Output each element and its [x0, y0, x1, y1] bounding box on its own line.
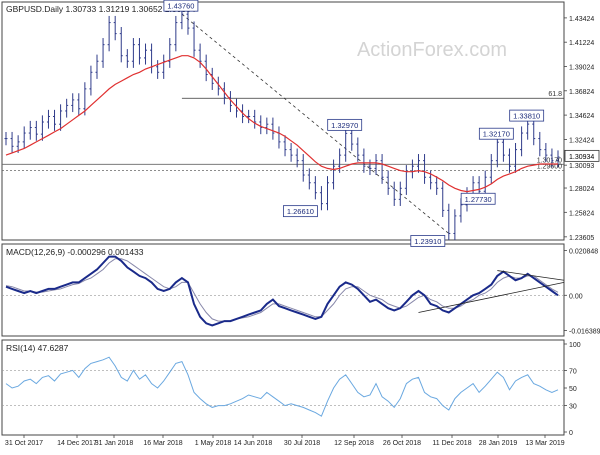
rsi-y-tick-label: 50 — [569, 386, 577, 393]
x-axis-tick-label: 28 Jan 2019 — [479, 440, 518, 447]
macd-line — [5, 255, 559, 327]
x-axis-tick-label: 26 Oct 2018 — [383, 440, 421, 447]
price-annotation-label: 1.32170 — [483, 130, 510, 139]
macd-layer — [2, 255, 565, 327]
x-axis-tick-label: 31 Jan 2018 — [95, 440, 134, 447]
current-price-box — [564, 149, 600, 162]
rsi-title: RSI(14) 47.6287 — [6, 343, 69, 353]
price-y-tick-label: 1.34624 — [569, 113, 594, 120]
macd-trendline-lower — [418, 282, 565, 313]
price-annotation-label: 1.27730 — [465, 195, 492, 204]
price-annotation-label: 1.43760 — [167, 2, 194, 11]
price-y-tick-label: 1.23605 — [569, 235, 594, 242]
price-annotation-label: 1.26610 — [287, 207, 314, 216]
rsi-panel — [1, 339, 565, 436]
moving-average-line — [5, 55, 558, 193]
price-annotation-box — [478, 127, 514, 140]
rsi-layer — [2, 356, 564, 417]
price-annotation-box — [509, 109, 545, 122]
x-axis-tick-label: 14 Jun 2018 — [234, 440, 273, 447]
price-annotation-box — [460, 192, 496, 205]
price-y-tick-label: 1.28024 — [569, 186, 594, 193]
rsi-y-tick-label: 70 — [569, 368, 577, 375]
price-y-tick-label: 1.30093 — [569, 163, 594, 170]
x-axis-tick-label: 13 Mar 2019 — [525, 440, 564, 447]
price-annotation-label: 1.32970 — [331, 121, 358, 130]
chart-header: GBPUSD.Daily 1.30733 1.31219 1.30652 1.3… — [6, 4, 196, 14]
price-annotation-box — [327, 118, 363, 131]
x-axis-tick-label: 31 Oct 2017 — [5, 440, 43, 447]
price-level-label: 1.29600 — [537, 164, 562, 171]
macd-y-tick-label: 0.00 — [569, 293, 583, 300]
macd-panel — [1, 243, 565, 337]
rsi-y-tick-label: 0 — [569, 430, 573, 437]
price-y-tick-label: 1.32424 — [569, 137, 594, 144]
price-level-label: 1.30170 — [537, 157, 562, 164]
macd-y-tick-label: -0.016389 — [569, 329, 600, 336]
x-axis-tick-label: 11 Dec 2018 — [432, 440, 471, 447]
price-y-tick-label: 1.39024 — [569, 64, 594, 71]
price-y-tick-label: 1.36824 — [569, 89, 594, 96]
current-price-label: 1.30934 — [569, 154, 594, 161]
price-y-tick-label: 1.25824 — [569, 210, 594, 217]
price-annotation-box — [163, 0, 199, 12]
x-axis-tick-label: 30 Jul 2018 — [284, 440, 320, 447]
price-annotation-label: 1.23910 — [414, 237, 441, 246]
rsi-y-tick-label: 100 — [569, 342, 581, 349]
x-axis-tick-label: 14 Dec 2017 — [57, 440, 97, 447]
price-y-tick-label: 1.43424 — [569, 16, 594, 23]
x-axis-tick-label: 12 Sep 2018 — [334, 440, 374, 447]
x-axis-tick-label: 16 Mar 2018 — [143, 440, 182, 447]
macd-trendline-upper — [497, 270, 565, 281]
axis-layer: 1.43424 1.41224 1.39024 1.36824 1.34624 1.324… — [5, 16, 600, 447]
x-axis-tick-label: 1 May 2018 — [195, 440, 232, 447]
price-annotation-box — [410, 235, 446, 247]
rsi-line — [5, 356, 559, 417]
price-annotation-label: 1.33810 — [513, 112, 540, 121]
macd-title: MACD(12,26,9) -0.000296 0.001433 — [6, 247, 144, 257]
rsi-y-tick-label: 30 — [569, 404, 577, 411]
price-y-tick-label: 1.41224 — [569, 40, 594, 47]
watermark: ActionForex.com — [357, 39, 507, 61]
macd-y-tick-label: 0.020848 — [569, 248, 598, 255]
price-annotation-box — [283, 205, 318, 218]
price-level-label: 61.8 — [548, 91, 562, 98]
